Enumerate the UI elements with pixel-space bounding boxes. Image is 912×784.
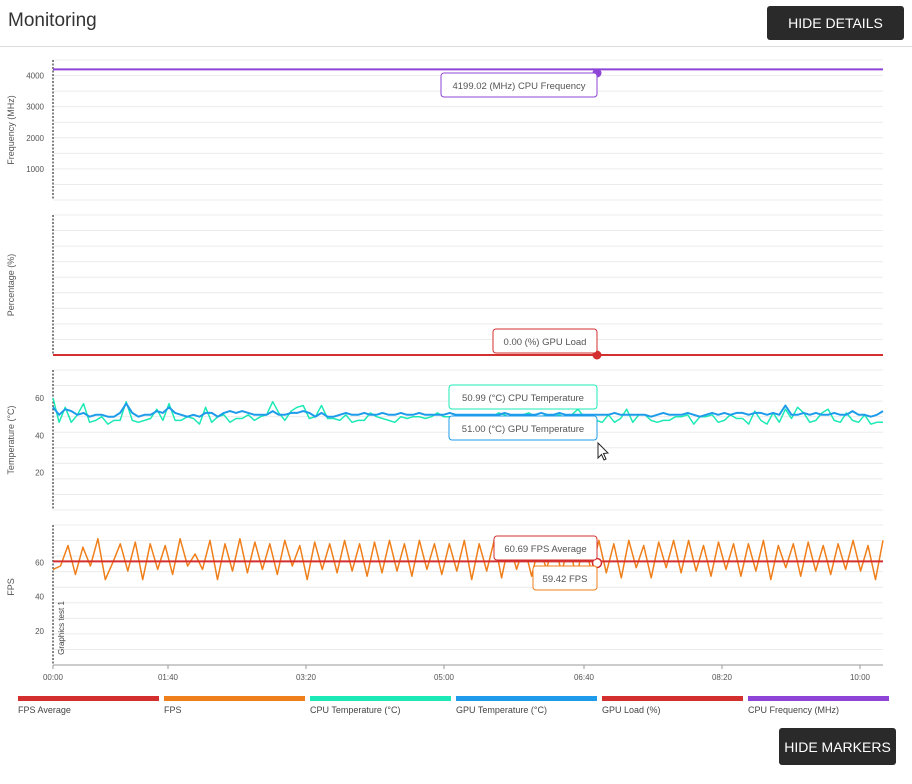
tooltip-box xyxy=(448,415,598,441)
chart-panel-3: 20 40 60 FPS xyxy=(6,524,884,666)
cpu-frequency-tooltip: 4199.02 (MHz) CPU Frequency xyxy=(440,72,598,98)
legend-label: GPU Load (%) xyxy=(602,705,661,715)
tooltip-text: 60.69 FPS Average xyxy=(504,544,586,555)
chart-panel-1: Percentage (%) xyxy=(6,214,883,356)
tooltip-box xyxy=(532,565,598,591)
tooltip-text: 4199.02 (MHz) CPU Frequency xyxy=(452,81,585,92)
y-tick-label: 40 xyxy=(35,431,44,440)
legend-swatch xyxy=(310,696,451,701)
y-tick-label: 20 xyxy=(35,627,44,636)
y-tick-label: 60 xyxy=(35,559,44,568)
cpu-temperature-tooltip: 50.99 (°C) CPU Temperature xyxy=(448,384,598,410)
fps-tooltip: 59.42 FPS xyxy=(532,565,598,591)
tooltip-box xyxy=(448,384,598,410)
x-tick-label: 06:40 xyxy=(574,673,595,682)
legend-label: GPU Temperature (°C) xyxy=(456,705,547,715)
y-axis-label: Temperature (°C) xyxy=(6,405,16,474)
y-tick-label: 4000 xyxy=(26,72,44,81)
y-tick-label: 2000 xyxy=(26,134,44,143)
chart-panel-2: 20 40 60 Temperature (°C) xyxy=(6,369,884,511)
y-tick-label: 20 xyxy=(35,469,44,478)
y-tick-label: 40 xyxy=(35,593,44,602)
gpu-temperature-tooltip: 51.00 (°C) GPU Temperature xyxy=(448,415,598,441)
y-axis-label: Percentage (%) xyxy=(6,254,16,317)
fps-average-tooltip: 60.69 FPS Average xyxy=(493,535,598,561)
y-tick-label: 60 xyxy=(35,394,44,403)
gpu-load-tooltip: 0.00 (%) GPU Load xyxy=(492,328,598,354)
legend-label: CPU Frequency (MHz) xyxy=(748,705,840,715)
x-tick-label: 01:40 xyxy=(158,673,179,682)
chart-panel-0: 1000 2000 3000 4000 Frequency (MHz) xyxy=(6,59,883,201)
y-tick-label: 3000 xyxy=(26,103,44,112)
tooltip-box xyxy=(492,328,598,354)
tooltip-text: 59.42 FPS xyxy=(543,574,588,585)
legend-label: FPS Average xyxy=(18,705,71,715)
y-tick-label: 1000 xyxy=(26,165,44,174)
page-title: Monitoring xyxy=(8,10,97,31)
y-axis-label: FPS xyxy=(6,578,16,596)
mouse-cursor-icon xyxy=(597,441,610,461)
series-line-gpu-temperature-c xyxy=(52,402,884,418)
series-line-fps xyxy=(52,537,884,581)
tooltip-text: 50.99 (°C) CPU Temperature xyxy=(462,393,584,404)
x-tick-label: 05:00 xyxy=(434,673,455,682)
legend-swatch xyxy=(456,696,597,701)
x-tick-label: 03:20 xyxy=(296,673,317,682)
tooltip-box xyxy=(493,535,598,561)
tooltip-text: 0.00 (%) GPU Load xyxy=(504,337,587,348)
legend-label: FPS xyxy=(164,705,182,715)
legend-swatch xyxy=(164,696,305,701)
hide-details-button[interactable]: HIDE DETAILS xyxy=(767,6,904,40)
header-divider xyxy=(0,46,912,47)
hide-markers-button[interactable]: HIDE MARKERS xyxy=(779,728,896,765)
legend-swatch xyxy=(18,696,159,701)
y-axis-label: Frequency (MHz) xyxy=(6,95,16,165)
legend-swatch xyxy=(602,696,743,701)
tooltip-box xyxy=(440,72,598,98)
marker-label: Graphics test 1 xyxy=(57,601,66,655)
legend-label: CPU Temperature (°C) xyxy=(310,705,401,715)
x-tick-label: 00:00 xyxy=(43,673,64,682)
x-tick-label: 08:20 xyxy=(712,673,733,682)
tooltip-text: 51.00 (°C) GPU Temperature xyxy=(462,424,584,435)
legend-swatch xyxy=(748,696,889,701)
monitoring-charts: 1000 2000 3000 4000 Frequency (MHz) Percentag… xyxy=(6,59,884,682)
x-tick-label: 10:00 xyxy=(850,673,871,682)
